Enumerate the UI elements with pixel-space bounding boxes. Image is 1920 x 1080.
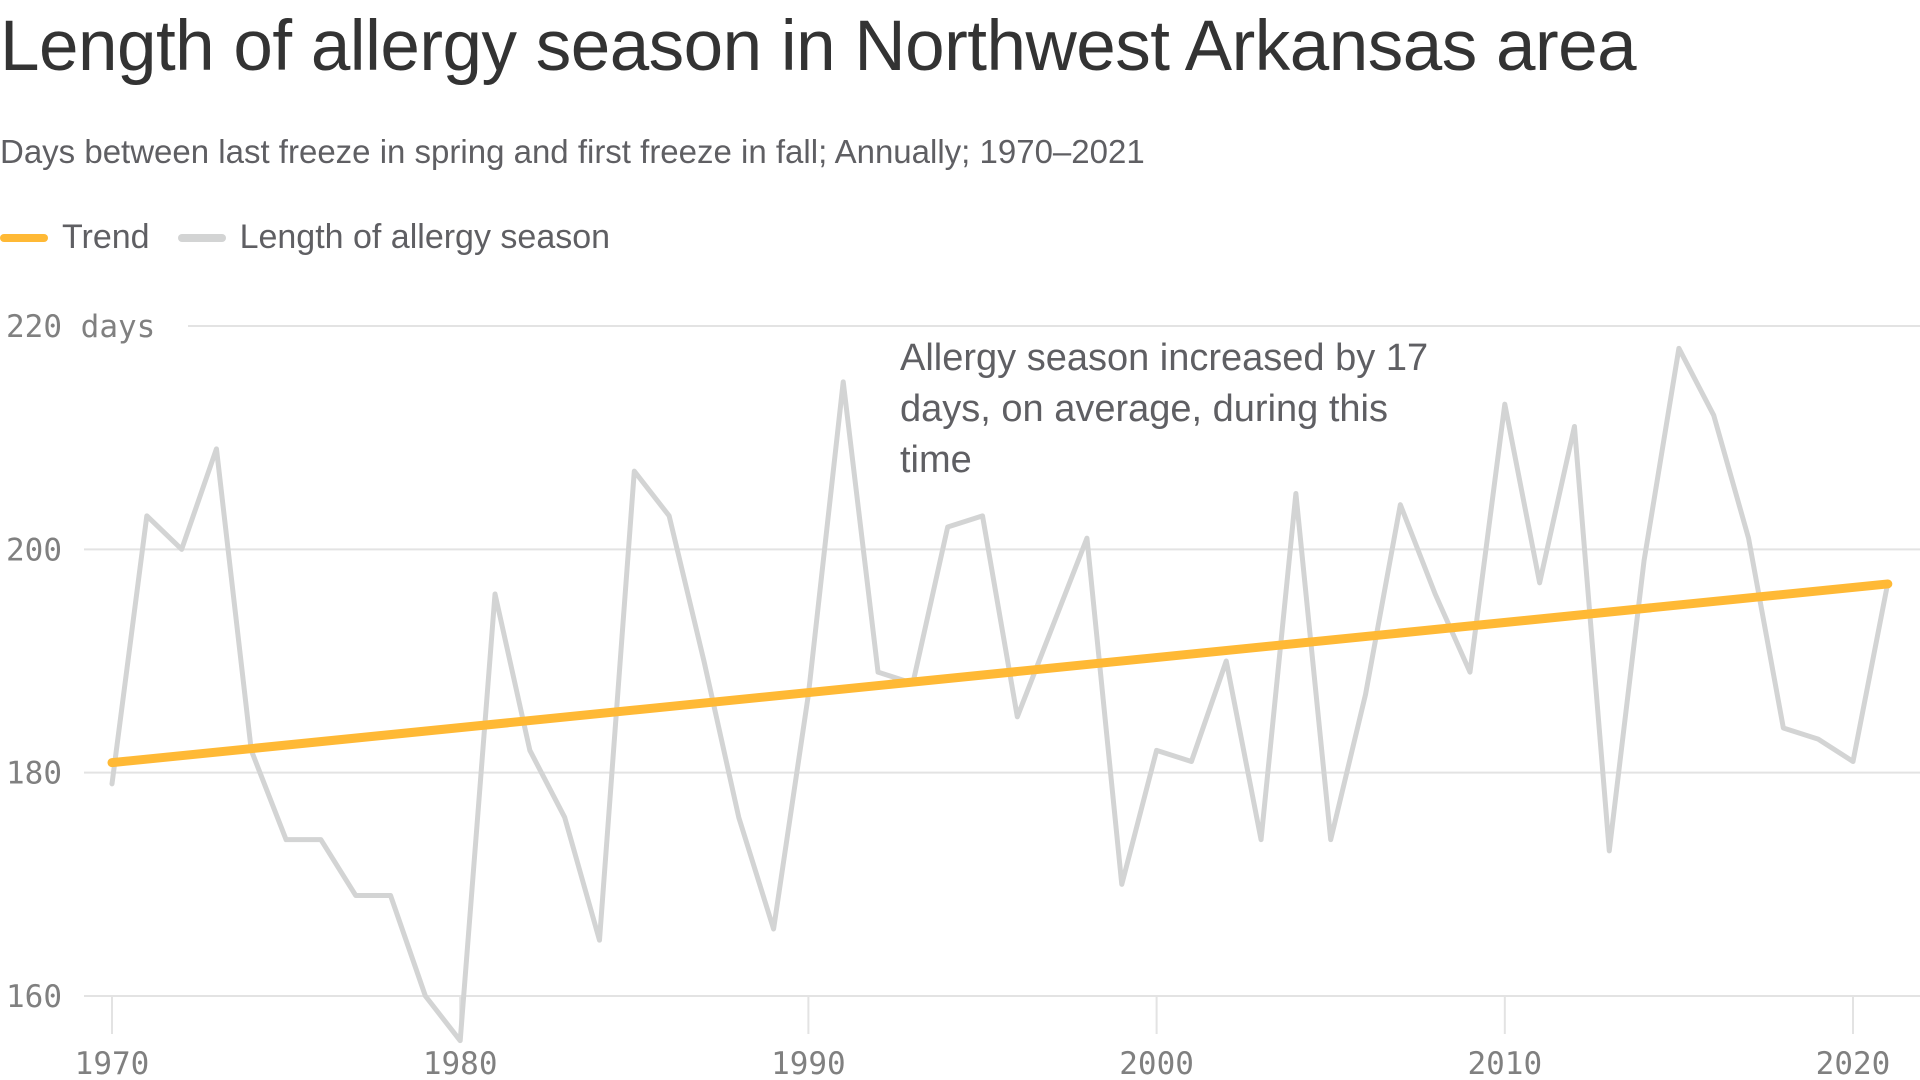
legend-label-trend: Trend: [62, 218, 150, 256]
trend-annotation: Allergy season increased by 17 days, on …: [900, 337, 1429, 481]
chart-subtitle: Days between last freeze in spring and f…: [0, 133, 1145, 170]
x-tick-label-2000: 2000: [1119, 1046, 1194, 1080]
legend-item-trend: Trend: [0, 218, 150, 257]
gridlines: [84, 325, 1920, 997]
legend-item-season: Length of allergy season: [177, 218, 611, 257]
legend-swatch-trend: [0, 233, 48, 242]
x-tick-label-1980: 1980: [423, 1046, 498, 1080]
series-layer: [107, 345, 1893, 1044]
y-tick-label-200: 200: [6, 532, 62, 568]
y-tick-label-180: 180: [6, 756, 62, 792]
chart-title: Length of allergy season in Northwest Ar…: [0, 7, 1637, 86]
x-axis: 1970 1980 1990 2000 2010 2020: [75, 996, 1891, 1080]
y-tick-label-220: 220 days: [6, 309, 155, 345]
y-tick-label-160: 160: [6, 979, 62, 1015]
legend: Trend Length of allergy season: [0, 218, 638, 257]
legend-swatch-season: [177, 233, 226, 242]
series-line-length-of-allergy-season: [109, 345, 1891, 1044]
x-tick-label-1990: 1990: [771, 1046, 846, 1080]
x-tick-label-1970: 1970: [75, 1046, 150, 1080]
legend-label-season: Length of allergy season: [239, 218, 611, 256]
x-tick-label-2020: 2020: [1816, 1046, 1891, 1080]
x-tick-label-2010: 2010: [1467, 1046, 1542, 1080]
series-line-trend: [107, 579, 1893, 768]
y-axis: 160 180 200 220 days: [6, 309, 155, 1015]
